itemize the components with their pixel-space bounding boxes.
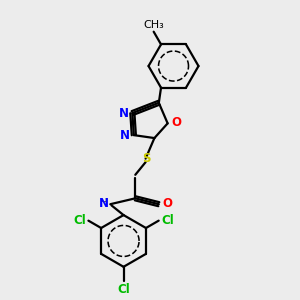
Text: O: O (172, 116, 182, 129)
Text: O: O (162, 197, 172, 210)
Text: S: S (142, 152, 150, 165)
Text: Cl: Cl (161, 214, 174, 227)
Text: Cl: Cl (73, 214, 86, 227)
Text: H: H (100, 198, 108, 208)
Text: N: N (120, 129, 130, 142)
Text: Cl: Cl (117, 283, 130, 296)
Text: CH₃: CH₃ (143, 20, 164, 30)
Text: N: N (99, 197, 109, 210)
Text: N: N (119, 106, 129, 120)
